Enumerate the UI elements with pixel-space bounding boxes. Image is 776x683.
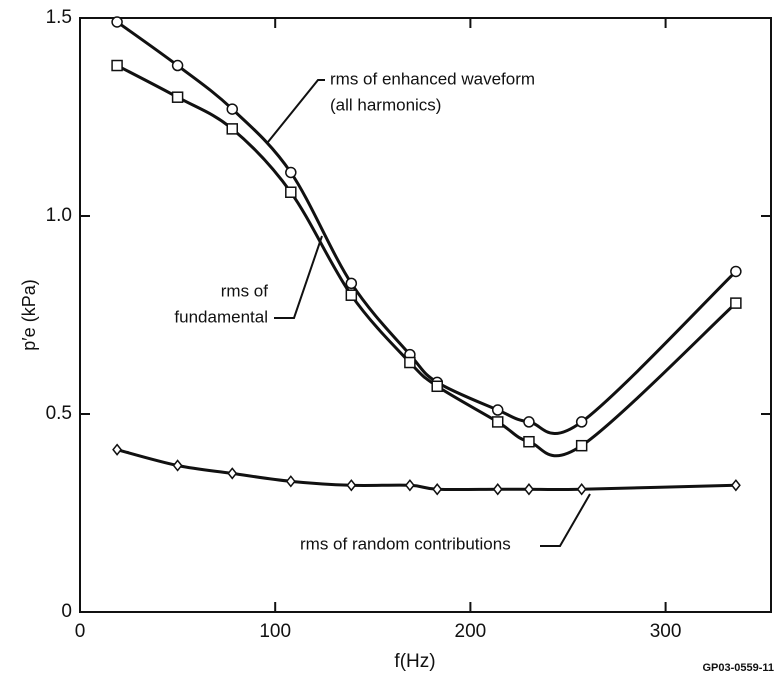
- point: [345, 277, 358, 290]
- y-tick-label: 0: [61, 601, 72, 622]
- point: [523, 483, 534, 496]
- point: [226, 103, 239, 115]
- point: [491, 416, 504, 428]
- annotation-arrow: [274, 235, 323, 319]
- point: [172, 459, 183, 472]
- y-tick-label: 1.5: [46, 7, 72, 28]
- x-tick-label: 300: [650, 621, 682, 642]
- point: [227, 467, 238, 480]
- point: [730, 265, 742, 278]
- point: [492, 483, 503, 496]
- point: [285, 186, 297, 198]
- point: [346, 479, 357, 492]
- point: [226, 123, 239, 135]
- point: [171, 59, 184, 72]
- x-tick-label: 200: [455, 621, 487, 642]
- x-axis-label: f(Hz): [394, 651, 435, 672]
- point: [576, 483, 587, 496]
- annotation-arrow: [540, 493, 591, 547]
- annotation: rms of enhanced waveform: [330, 69, 535, 88]
- x-tick-label: 0: [75, 621, 86, 642]
- point: [491, 404, 504, 416]
- series-line: [116, 64, 737, 458]
- x-tick-label: 100: [259, 621, 291, 642]
- point: [345, 289, 358, 301]
- point: [730, 297, 742, 309]
- plot-frame: [79, 17, 772, 613]
- point: [404, 356, 416, 369]
- y-tick-label: 1.0: [46, 205, 72, 226]
- point: [575, 416, 588, 428]
- point: [111, 16, 123, 28]
- annotation: rms of random contributions: [300, 534, 511, 553]
- series-line: [116, 448, 736, 492]
- figure-id: GP03-0559-11: [702, 662, 774, 674]
- point: [730, 479, 741, 492]
- annotation-arrow: [267, 79, 325, 143]
- y-axis-label: p′e (kPa): [19, 279, 39, 350]
- annotation: rms of: [221, 281, 269, 300]
- point: [112, 443, 123, 456]
- point: [285, 166, 297, 179]
- point: [171, 91, 184, 103]
- annotation: fundamental: [174, 307, 268, 326]
- y-tick-label: 0.5: [46, 403, 72, 424]
- point: [523, 416, 535, 428]
- point: [523, 435, 535, 448]
- point: [575, 439, 588, 452]
- point: [432, 483, 443, 496]
- point: [431, 380, 443, 393]
- point: [404, 479, 415, 492]
- point: [111, 59, 123, 72]
- annotation: (all harmonics): [330, 95, 441, 114]
- point: [285, 475, 296, 488]
